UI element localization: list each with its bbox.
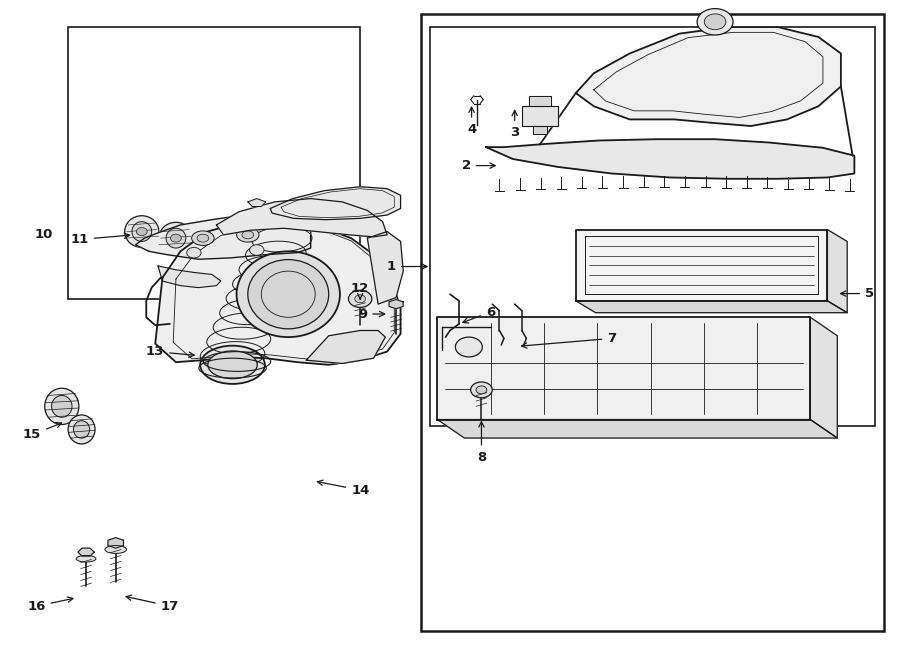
Polygon shape [533,126,547,134]
Text: 9: 9 [358,307,384,321]
Circle shape [455,337,482,357]
Text: 2: 2 [462,159,495,172]
Polygon shape [216,198,387,237]
Ellipse shape [208,351,257,379]
Polygon shape [158,266,220,288]
Polygon shape [248,198,266,206]
Text: 4: 4 [467,107,476,136]
Polygon shape [136,213,310,259]
Circle shape [355,295,365,303]
Bar [430,27,875,426]
Polygon shape [270,186,400,219]
Text: 1: 1 [387,260,427,273]
Text: 11: 11 [70,233,130,246]
Text: 15: 15 [22,422,61,442]
Circle shape [249,245,264,255]
Polygon shape [810,317,837,438]
Polygon shape [529,97,551,106]
Text: 7: 7 [522,332,617,348]
Ellipse shape [242,231,254,239]
Bar [421,14,884,631]
Text: 14: 14 [318,480,370,496]
Ellipse shape [197,234,209,242]
Polygon shape [367,231,403,304]
Circle shape [705,14,726,30]
Circle shape [698,9,733,35]
Polygon shape [78,548,94,556]
Text: 3: 3 [510,110,519,139]
Text: 5: 5 [841,287,874,300]
Circle shape [186,247,201,258]
Text: 8: 8 [477,422,486,463]
Ellipse shape [166,228,185,248]
Circle shape [137,227,148,235]
Circle shape [476,386,487,394]
Ellipse shape [237,251,340,337]
Circle shape [471,382,492,398]
Text: 17: 17 [126,595,179,613]
Ellipse shape [74,421,90,438]
Text: 16: 16 [27,597,73,613]
Polygon shape [389,299,403,309]
Bar [68,27,360,299]
Ellipse shape [125,215,159,247]
Polygon shape [576,301,847,313]
Circle shape [348,290,372,307]
Polygon shape [306,330,385,364]
Ellipse shape [192,231,214,245]
Text: 13: 13 [146,345,194,358]
Polygon shape [827,229,847,313]
Circle shape [170,234,181,242]
Ellipse shape [105,545,127,553]
Polygon shape [576,27,841,126]
Ellipse shape [76,555,96,562]
Ellipse shape [248,260,328,329]
Polygon shape [522,106,558,126]
Polygon shape [437,420,837,438]
Ellipse shape [51,395,72,417]
Polygon shape [156,218,400,365]
Polygon shape [108,537,123,548]
Ellipse shape [159,222,193,254]
Ellipse shape [68,415,95,444]
Polygon shape [576,229,827,301]
Polygon shape [437,317,810,420]
Text: 12: 12 [351,282,369,299]
Ellipse shape [45,388,79,424]
Ellipse shape [200,346,265,384]
Ellipse shape [132,221,152,241]
Polygon shape [486,139,854,178]
Text: 6: 6 [463,305,495,323]
Text: 10: 10 [34,228,53,241]
Ellipse shape [237,227,259,242]
